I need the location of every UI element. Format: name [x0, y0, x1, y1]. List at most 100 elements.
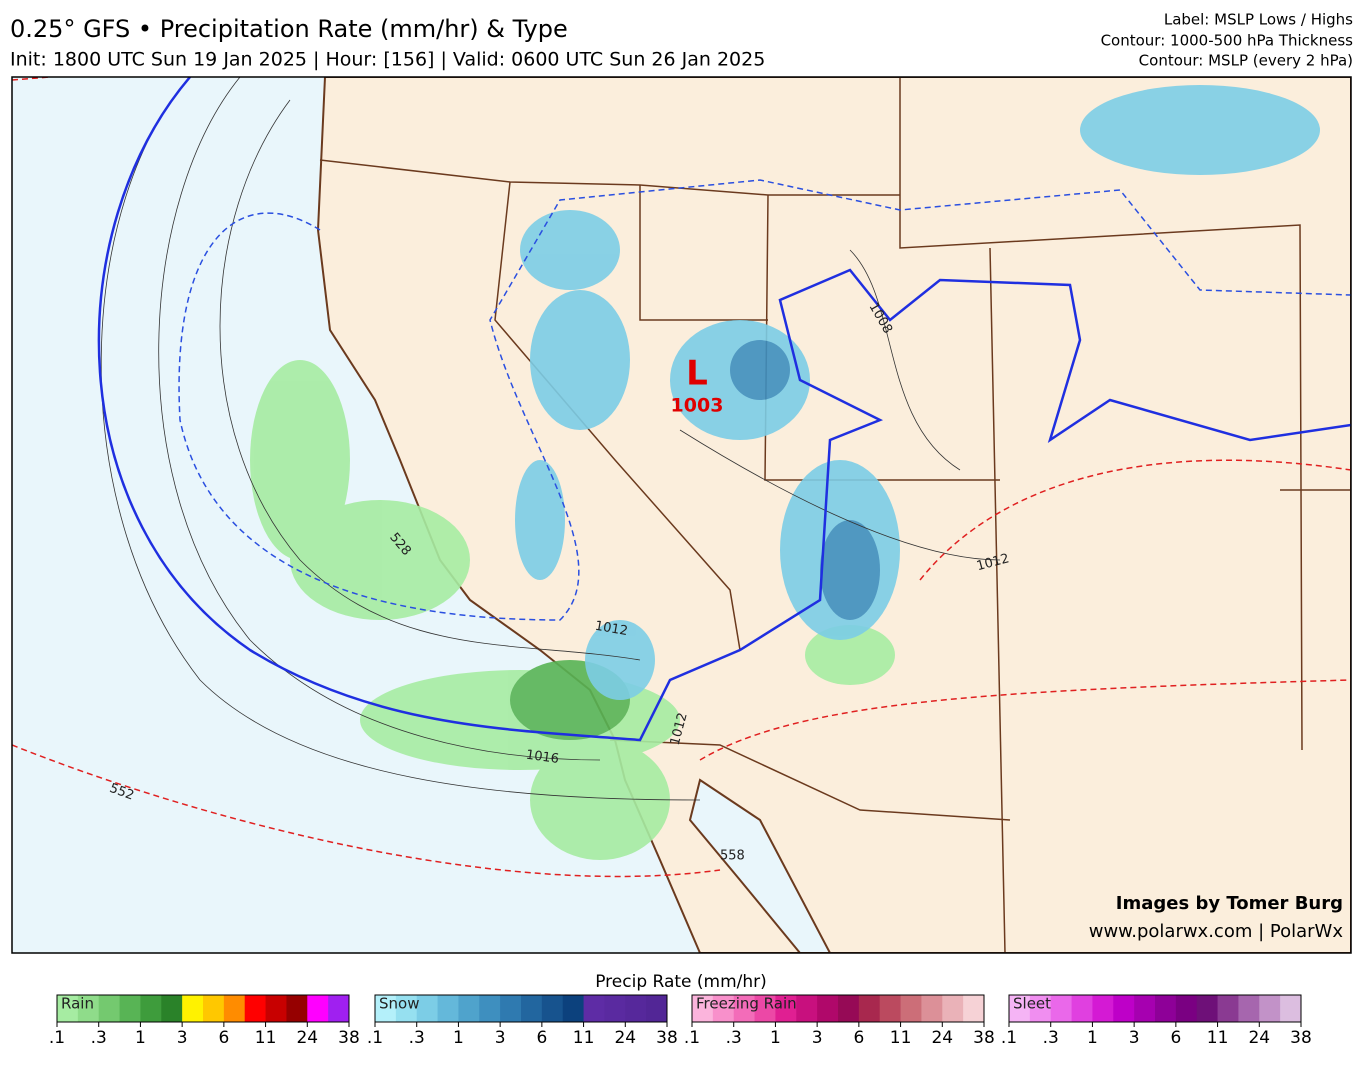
tick-label: 38 [973, 1028, 995, 1048]
tick-label: .1 [1001, 1028, 1017, 1048]
color-swatch [395, 995, 418, 1022]
tick-label: .1 [367, 1028, 383, 1048]
tick-label: 1 [135, 1028, 146, 1048]
color-swatch [963, 995, 985, 1022]
thickness-solid [97, 77, 1351, 742]
color-swatch [1092, 995, 1114, 1022]
tick-label: 3 [177, 1028, 188, 1048]
gulf [688, 778, 832, 953]
scale-name: Rain [61, 995, 94, 1013]
tick-label: 1 [770, 1028, 781, 1048]
color-swatch [77, 995, 100, 1022]
info: Contour: 1000-500 hPa Thickness [1101, 32, 1354, 50]
color-swatch [921, 995, 943, 1022]
color-swatch [1134, 995, 1156, 1022]
tick-label: 6 [1170, 1028, 1181, 1048]
tick-label: 6 [218, 1028, 229, 1048]
snow-areas [515, 85, 1320, 700]
tick-label: 38 [338, 1028, 360, 1048]
scale-name: Snow [379, 995, 419, 1013]
color-swatch [521, 995, 543, 1022]
tick-label: 1 [1087, 1028, 1098, 1048]
credit: www.polarwx.com | PolarWx [1089, 921, 1344, 942]
color-swatch [692, 995, 714, 1022]
tick-label: 6 [536, 1028, 547, 1048]
info: Contour: MSLP (every 2 hPa) [1139, 52, 1353, 70]
low-letter: L [686, 354, 708, 394]
color-swatch [646, 995, 668, 1022]
map-frame [11, 76, 1352, 954]
credit: Images by Tomer Burg [1116, 893, 1343, 914]
color-swatch [500, 995, 522, 1022]
tick-label: .3 [91, 1028, 107, 1048]
color-swatch [625, 995, 647, 1022]
color-swatch [1217, 995, 1239, 1022]
color-swatch [98, 995, 121, 1022]
tick-label: 11 [890, 1028, 912, 1048]
color-swatch [1175, 995, 1198, 1022]
tick-label: 11 [1207, 1028, 1229, 1048]
color-swatch [328, 995, 350, 1022]
color-swatch [223, 995, 246, 1022]
tick-label: .3 [409, 1028, 425, 1048]
color-swatch [583, 995, 605, 1022]
color-swatch [265, 995, 287, 1022]
color-swatch [1113, 995, 1135, 1022]
color-swatch [1050, 995, 1073, 1022]
color-swatch [182, 995, 204, 1022]
subtitle: Init: 1800 UTC Sun 19 Jan 2025 | Hour: [… [10, 49, 765, 71]
color-swatch [416, 995, 439, 1022]
color-swatch [775, 995, 797, 1022]
low-value: 1003 [671, 395, 724, 417]
color-swatch [733, 995, 756, 1022]
color-swatch [437, 995, 459, 1022]
colorbar-frame [691, 994, 985, 1023]
scale-name: Sleet [1013, 995, 1051, 1013]
color-swatch [1238, 995, 1260, 1022]
color-swatch [562, 995, 585, 1022]
tick-label: 24 [931, 1028, 953, 1048]
color-swatch [1259, 995, 1281, 1022]
color-swatch [838, 995, 860, 1022]
colorbar-frame [374, 994, 668, 1023]
tick-label: 24 [296, 1028, 318, 1048]
color-swatch [541, 995, 564, 1022]
color-swatch [161, 995, 183, 1022]
color-swatch [140, 995, 162, 1022]
title: 0.25° GFS • Precipitation Rate (mm/hr) &… [10, 15, 568, 43]
color-swatch [203, 995, 225, 1022]
color-swatch [754, 995, 776, 1022]
color-swatch [817, 995, 839, 1022]
contour-label: 1012 [594, 619, 629, 640]
thickness-528 [178, 179, 1351, 621]
color-swatch [1009, 995, 1031, 1022]
color-swatch [942, 995, 964, 1022]
info: Label: MSLP Lows / Highs [1164, 11, 1353, 29]
scale-name: Freezing Rain [696, 995, 797, 1013]
colorbar-frame [56, 994, 350, 1023]
contour-label: 1016 [525, 748, 560, 767]
map: L 1003 1008 1012 1012 1016 1012 528 552 … [11, 76, 1352, 954]
color-swatch [796, 995, 818, 1022]
tick-label: 1 [453, 1028, 464, 1048]
color-swatch [1071, 995, 1093, 1022]
color-swatch [1155, 995, 1177, 1022]
tick-label: .1 [684, 1028, 700, 1048]
tick-label: 11 [255, 1028, 277, 1048]
color-swatch [57, 995, 79, 1022]
tick-label: 11 [573, 1028, 595, 1048]
tick-label: 3 [812, 1028, 823, 1048]
tick-label: 24 [1248, 1028, 1270, 1048]
tick-label: .3 [726, 1028, 742, 1048]
tick-label: 38 [656, 1028, 678, 1048]
color-swatch [1280, 995, 1302, 1022]
color-swatch [879, 995, 902, 1022]
color-swatch [1196, 995, 1219, 1022]
contour-label: 558 [720, 849, 745, 864]
color-swatch [604, 995, 626, 1022]
color-swatch [900, 995, 922, 1022]
color-swatch [286, 995, 308, 1022]
color-swatch [1029, 995, 1052, 1022]
